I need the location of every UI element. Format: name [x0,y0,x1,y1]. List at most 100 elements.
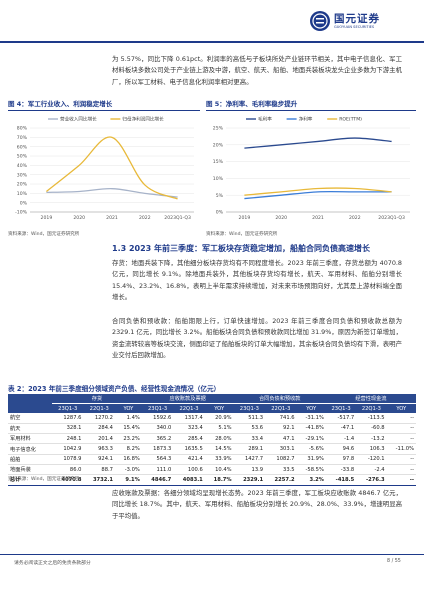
table-cell: 564.3 [141,454,174,465]
figure4-rule [8,110,200,111]
table-cell: -- [386,423,416,435]
table-cell: 1317.4 [173,413,205,424]
table-cell: -60.8 [356,423,387,435]
y-tick-label: 20% [213,142,224,148]
table-cell: -41.8% [296,423,326,435]
logo-chinese-text: 国元证券 [334,12,380,25]
table-cell: 5.1% [204,423,234,435]
table-cell: 28.0% [204,433,234,445]
table-title: 表 2：2023 年前三季度细分领域资产负债、经营性现金流情况（亿元） [8,385,221,393]
table-cell: 421.4 [173,454,205,465]
table-cell: -58.5% [296,464,326,476]
y-tick-label: 30% [17,172,28,178]
y-tick-label: 5% [216,193,224,199]
table-cell: 323.4 [173,423,205,435]
table-cell: 53.6 [233,423,266,435]
figure4-source: 资料来源：Wind，国元证券研究所 [8,232,80,237]
table-cell: -113.5 [356,413,387,424]
table-cell: 31.9% [296,454,326,465]
contract-liability-paragraph: 合同负债和预收款：船舶期限上行，订单快速增加。2023 年前三季度合同负债和预收… [112,317,402,359]
table-cell: 2257.2 [265,474,297,486]
table-cell: 94.6 [325,443,357,455]
figure5-svg: 0% 5% 10% 15% 20% 25% 2019 2020 2021 2022 2023Q1-Q… [213,116,410,221]
table-cell: 1.4% [114,413,142,424]
x-tick-label: 2023Q1-Q3 [164,215,191,221]
table-subheader: 23Q1-3 [52,403,84,413]
table-subheader: YOY [296,403,326,413]
table-cell: 100.6 [173,464,205,476]
table-row-label: 电子信息化 [8,443,52,455]
table-cell: 1427.7 [233,454,266,465]
table-group-header: 合同负债和预收款 [233,394,326,404]
table-source: 资料来源：Wind，国元证券研究所 [8,477,80,482]
logo: 国元证券 GUOYUAN SECURITIES [309,10,380,32]
table-cell: 1592.6 [141,413,174,424]
table-cell: 20.9% [204,413,234,424]
y-tick-label: -10% [15,210,28,216]
x-tick-label: 2019 [41,215,53,221]
table-cell: -517.7 [325,413,357,424]
table-subheader: YOY [204,403,234,413]
table-cell: 248.1 [52,433,84,445]
table-cell: 1082.7 [265,454,297,465]
table-cell: 92.1 [265,423,297,435]
table-cell: -29.1% [296,433,326,445]
table-cell: 511.3 [233,413,266,424]
table-cell: 1635.5 [173,443,205,455]
table-cell: 4070.8 [52,474,84,486]
figure4-svg: -10% 0% 10% 20% 30% 40% 50% 60% 70% 80% 2019 2020 20… [15,116,194,221]
section-title: 1.3 2023 年前三季度：军工板块存货稳定增加，船舶合同负债高速增长 [112,244,371,253]
table-cell: 10.4% [204,464,234,476]
table-subheader: YOY [386,403,416,413]
table-cell: -33.8 [325,464,357,476]
y-tick-label: 40% [17,163,28,169]
table-cell: 18.7% [204,474,234,486]
table-corner-cell [8,394,52,413]
table-cell: -120.1 [356,454,387,465]
table-subheader: 22Q1-3 [265,403,297,413]
table-cell: -13.2 [356,433,387,445]
table-cell: 328.1 [52,423,84,435]
table-row-label: 航空 [8,413,52,424]
table-group-header: 应收账款及票据 [141,394,234,404]
y-tick-label: 15% [213,159,224,165]
table-cell: 33.5 [265,464,297,476]
y-tick-label: 20% [17,182,28,188]
table-cell: 33.4 [233,433,266,445]
table-cell: 3.2% [296,474,326,486]
y-tick-label: 60% [17,144,28,150]
table-cell: 201.4 [83,433,115,445]
figure5-source: 资料来源：Wind，国元证券研究所 [206,232,278,237]
table-cell: 4846.7 [141,474,174,486]
table-cell: 97.8 [325,454,357,465]
figure5-chart: 0% 5% 10% 15% 20% 25% 2019 2020 2021 2022 2023Q1-Q… [206,114,416,230]
table-cell: 1270.2 [83,413,115,424]
logo-seal-icon [310,11,330,31]
table-row-label: 航天 [8,423,52,435]
table-total-row: 总计 4070.8 3732.1 9.1% 4846.7 4083.1 18.7% 2329.… [8,474,416,486]
x-tick-label: 2022 [139,215,151,221]
data-table: 存货 应收账款及票据 合同负债和预收款 经营性现金流 23Q1-3 22Q1-3… [8,394,416,486]
table-subheader: 22Q1-3 [83,403,115,413]
table-cell: -47.1 [325,423,357,435]
legend-label: 归母净利润同比增长 [122,116,164,123]
legend-label: ROE(TTM) [339,117,362,123]
table-cell: 47.1 [265,433,297,445]
table-row: 船舶 1078.9 924.1 16.8% 564.3 421.4 33.9% 1427.7 1… [8,454,416,465]
table-row-label: 地面兵装 [8,464,52,476]
table-cell: 741.6 [265,413,297,424]
table-cell: 106.3 [356,443,387,455]
table-cell: 9.1% [114,474,142,486]
figure4-chart: -10% 0% 10% 20% 30% 40% 50% 60% 70% 80% 2019 2020 20… [8,114,200,230]
table-cell: -2.4 [356,464,387,476]
table-cell: 14.5% [204,443,234,455]
table-row-label: 军用材料 [8,433,52,445]
table-cell: -11.0% [386,443,416,455]
table-cell: 340.0 [141,423,174,435]
table-row: 航空 1287.6 1270.2 1.4% 1592.6 1317.4 20.9% 511.3… [8,413,416,424]
table-cell: 289.1 [233,443,266,455]
page-number: 8 / 55 [387,559,401,564]
table-cell: -- [386,474,416,486]
figure5-rule [206,110,416,111]
x-tick-label: 2022 [349,215,361,221]
